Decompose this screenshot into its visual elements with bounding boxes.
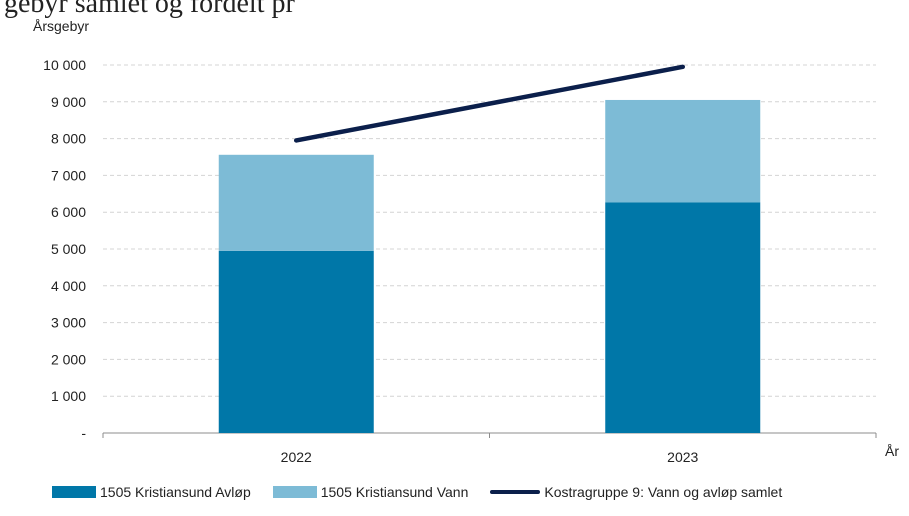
y-tick-label: 9 000 (51, 94, 86, 110)
legend-swatch-avlop (52, 486, 96, 498)
bar-vann-2023 (605, 99, 761, 203)
y-tick-label: 10 000 (43, 57, 86, 73)
legend-item-vann: 1505 Kristiansund Vann (272, 484, 469, 500)
y-tick-label: 4 000 (51, 278, 86, 294)
legend-swatch-vann (272, 486, 317, 498)
legend-label-vann: 1505 Kristiansund Vann (320, 484, 469, 500)
x-axis-label: År (885, 443, 899, 459)
bar-avlop-2023 (605, 202, 761, 433)
legend-item-kostragruppe: Kostragruppe 9: Vann og avløp samlet (490, 484, 782, 500)
y-tick-label: 6 000 (51, 204, 86, 220)
legend-label-avlop: 1505 Kristiansund Avløp (100, 484, 251, 500)
y-tick-label: 1 000 (51, 388, 86, 404)
y-tick-label: 3 000 (51, 315, 86, 331)
y-tick-label: 8 000 (51, 131, 86, 147)
chart-plot: - 1 000 2 000 3 000 4 000 5 000 6 000 7 000 8 00… (43, 57, 877, 465)
y-tick-label: - (81, 425, 86, 441)
y-tick-label: 7 000 (51, 167, 86, 183)
y-tick-label: 2 000 (51, 351, 86, 367)
legend-item-avlop: 1505 Kristiansund Avløp (52, 484, 251, 500)
bar-avlop-2022 (218, 250, 374, 433)
x-tick-label: 2022 (281, 449, 312, 465)
y-tick-label: 5 000 (51, 241, 86, 257)
chart-title-fragment: gebyr samlet og fordelt pr (4, 0, 295, 19)
legend-swatch-kostragruppe (490, 490, 541, 494)
y-axis-label: Årsgebyr (33, 18, 90, 34)
series-line-kostragruppe (294, 64, 685, 143)
bar-vann-2022 (218, 154, 374, 251)
x-tick-label: 2023 (667, 449, 698, 465)
legend: 1505 Kristiansund Avløp 1505 Kristiansun… (52, 482, 804, 502)
legend-label-kostragruppe: Kostragruppe 9: Vann og avløp samlet (544, 484, 783, 500)
